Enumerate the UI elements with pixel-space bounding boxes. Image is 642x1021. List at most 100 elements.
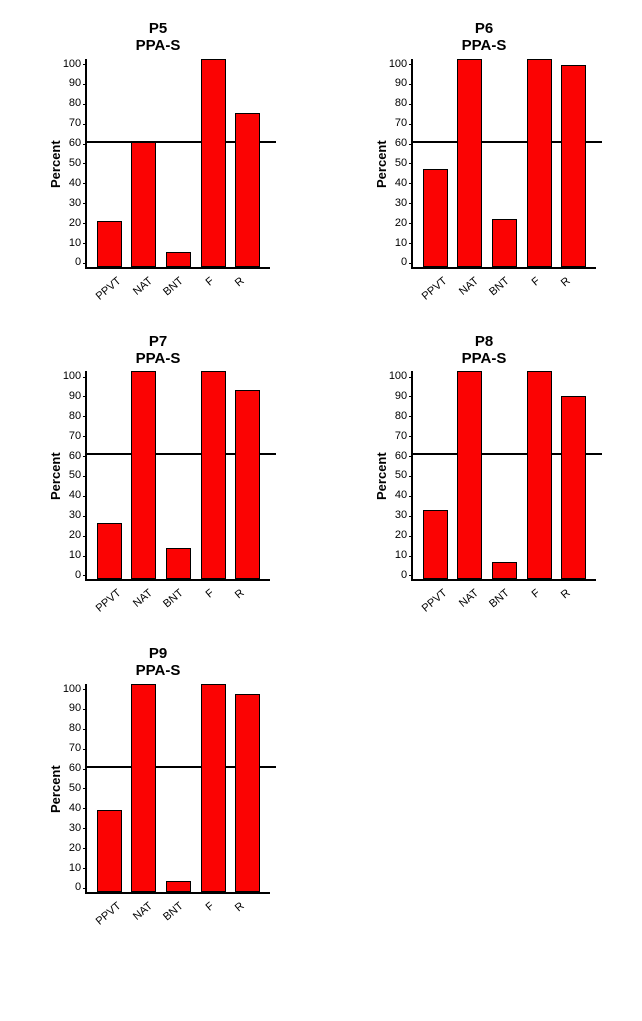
plot-area xyxy=(85,371,270,581)
x-tick-label: PPVT xyxy=(94,587,134,627)
plot-column: PPVTNATBNTFR xyxy=(85,371,270,615)
y-tick: 100 xyxy=(63,684,81,695)
y-tick: 70 xyxy=(395,431,407,442)
y-tick: 60 xyxy=(69,138,81,149)
y-tick: 60 xyxy=(69,763,81,774)
y-tick: 100 xyxy=(389,371,407,382)
chart-title: P9PPA-S xyxy=(136,645,181,680)
x-tick-label: F xyxy=(529,587,552,613)
x-tick-label: BNT xyxy=(161,275,196,311)
y-tick: 90 xyxy=(69,391,81,402)
y-tick: 80 xyxy=(69,723,81,734)
chart-title-line1: P8 xyxy=(462,333,507,350)
bar xyxy=(97,523,122,579)
y-tick: 70 xyxy=(69,743,81,754)
y-tick: 50 xyxy=(395,470,407,481)
x-axis-labels: PPVTNATBNTFR xyxy=(411,275,596,303)
y-tick: 100 xyxy=(63,371,81,382)
x-tick-label: R xyxy=(559,587,583,614)
bar xyxy=(97,810,122,891)
bar xyxy=(492,219,517,267)
chart-panel: P6PPA-SPercent1009080706050403020100PPVT… xyxy=(372,20,596,303)
y-tick: 10 xyxy=(69,238,81,249)
bar xyxy=(201,371,226,579)
x-tick-label: NAT xyxy=(131,587,165,622)
x-tick-label: PPVT xyxy=(420,587,460,627)
plot-column: PPVTNATBNTFR xyxy=(411,371,596,615)
y-tick: 30 xyxy=(69,510,81,521)
plot-area xyxy=(411,371,596,581)
y-tick: 0 xyxy=(401,257,407,268)
chart-title: P6PPA-S xyxy=(462,20,507,55)
y-tick: 50 xyxy=(395,158,407,169)
y-tick: 60 xyxy=(395,451,407,462)
plot-area xyxy=(85,59,270,269)
chart-panel: P5PPA-SPercent1009080706050403020100PPVT… xyxy=(46,20,270,303)
x-tick-label: R xyxy=(233,275,257,302)
bar xyxy=(131,142,156,267)
y-tick: 80 xyxy=(395,98,407,109)
y-axis-label: Percent xyxy=(46,684,63,894)
y-tick: 20 xyxy=(395,218,407,229)
bars-container xyxy=(413,371,596,579)
x-axis-labels: PPVTNATBNTFR xyxy=(85,900,270,928)
bar xyxy=(235,694,260,892)
y-axis: 1009080706050403020100 xyxy=(63,59,85,269)
y-tick: 20 xyxy=(69,530,81,541)
y-tick: 50 xyxy=(69,783,81,794)
chart-title: P7PPA-S xyxy=(136,333,181,368)
y-tick: 40 xyxy=(395,490,407,501)
y-tick: 0 xyxy=(75,257,81,268)
bar xyxy=(201,59,226,267)
bars-container xyxy=(87,59,270,267)
y-axis: 1009080706050403020100 xyxy=(389,371,411,581)
bars-container xyxy=(413,59,596,267)
y-tick: 100 xyxy=(389,59,407,70)
x-tick-label: NAT xyxy=(131,900,165,935)
x-tick-label: BNT xyxy=(161,900,196,936)
x-tick-label: BNT xyxy=(487,275,522,311)
bar xyxy=(166,881,191,891)
bar xyxy=(423,169,448,267)
bar xyxy=(457,371,482,579)
chart-title-line1: P6 xyxy=(462,20,507,37)
x-tick-label: PPVT xyxy=(420,275,460,315)
chart-title-line2: PPA-S xyxy=(136,350,181,367)
y-tick: 60 xyxy=(69,451,81,462)
y-tick: 10 xyxy=(69,863,81,874)
chart-panel: P8PPA-SPercent1009080706050403020100PPVT… xyxy=(372,333,596,616)
chart-area: Percent1009080706050403020100PPVTNATBNTF… xyxy=(46,59,270,303)
chart-area: Percent1009080706050403020100PPVTNATBNTF… xyxy=(372,371,596,615)
y-tick: 0 xyxy=(75,570,81,581)
y-tick: 20 xyxy=(395,530,407,541)
y-axis-label: Percent xyxy=(46,371,63,581)
y-tick: 40 xyxy=(69,490,81,501)
y-tick: 40 xyxy=(395,178,407,189)
y-axis: 1009080706050403020100 xyxy=(389,59,411,269)
y-tick: 0 xyxy=(75,882,81,893)
chart-area: Percent1009080706050403020100PPVTNATBNTF… xyxy=(46,371,270,615)
plot-column: PPVTNATBNTFR xyxy=(85,59,270,303)
y-tick: 90 xyxy=(69,78,81,89)
y-tick: 10 xyxy=(395,238,407,249)
y-tick: 80 xyxy=(69,98,81,109)
chart-title: P5PPA-S xyxy=(136,20,181,55)
x-tick-label: NAT xyxy=(457,587,491,622)
y-tick: 90 xyxy=(395,78,407,89)
y-tick: 10 xyxy=(69,550,81,561)
plot-column: PPVTNATBNTFR xyxy=(411,59,596,303)
y-tick: 70 xyxy=(395,118,407,129)
y-axis-label: Percent xyxy=(46,59,63,269)
x-axis-labels: PPVTNATBNTFR xyxy=(85,587,270,615)
bars-container xyxy=(87,684,270,892)
chart-grid: P5PPA-SPercent1009080706050403020100PPVT… xyxy=(20,20,622,928)
bar xyxy=(97,221,122,267)
y-tick: 90 xyxy=(69,703,81,714)
chart-title-line2: PPA-S xyxy=(462,350,507,367)
bar xyxy=(561,396,586,579)
y-tick: 30 xyxy=(395,198,407,209)
x-tick-label: BNT xyxy=(161,587,196,623)
x-tick-label: F xyxy=(203,587,226,613)
y-tick: 70 xyxy=(69,431,81,442)
bar xyxy=(166,252,191,267)
